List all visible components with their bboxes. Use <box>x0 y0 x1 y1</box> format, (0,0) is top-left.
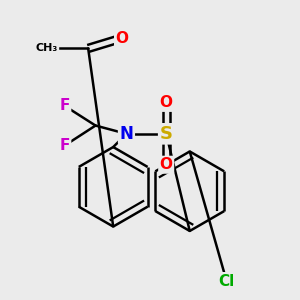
Text: F: F <box>59 138 70 153</box>
Text: F: F <box>59 98 70 113</box>
Text: O: O <box>116 31 128 46</box>
Text: Cl: Cl <box>218 274 235 289</box>
Text: O: O <box>160 157 173 172</box>
Text: N: N <box>119 125 134 143</box>
Text: O: O <box>160 95 173 110</box>
Text: S: S <box>160 125 173 143</box>
Text: CH₃: CH₃ <box>36 44 58 53</box>
